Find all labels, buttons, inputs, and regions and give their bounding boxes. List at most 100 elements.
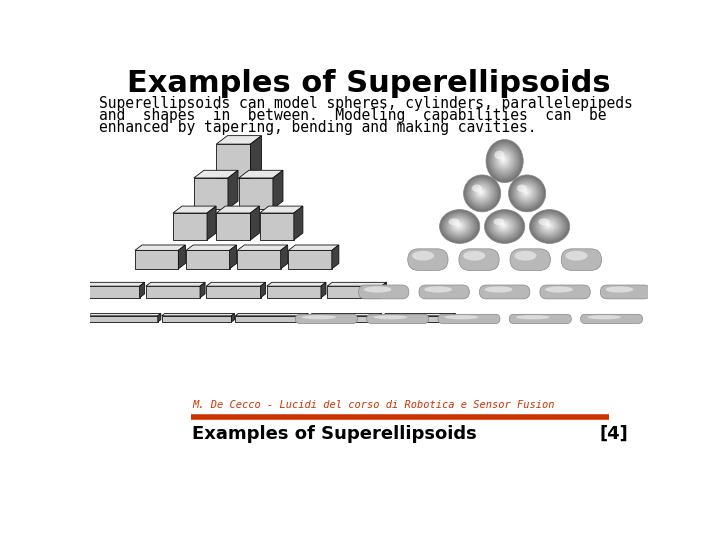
Ellipse shape — [463, 251, 485, 261]
Ellipse shape — [469, 180, 495, 206]
Ellipse shape — [508, 175, 546, 212]
Polygon shape — [14, 314, 87, 316]
Ellipse shape — [503, 158, 504, 160]
Ellipse shape — [547, 225, 549, 226]
Ellipse shape — [501, 224, 505, 227]
Ellipse shape — [517, 185, 527, 192]
Polygon shape — [309, 316, 379, 322]
Polygon shape — [235, 314, 308, 316]
Ellipse shape — [472, 184, 491, 202]
Ellipse shape — [474, 186, 487, 199]
Text: M. De Cecco - Lucidi del corso di Robotica e Sensor Fusion: M. De Cecco - Lucidi del corso di Roboti… — [192, 400, 555, 410]
Ellipse shape — [658, 315, 693, 319]
Ellipse shape — [513, 179, 541, 207]
Ellipse shape — [490, 144, 519, 178]
Text: Examples of Superellipsoids: Examples of Superellipsoids — [127, 69, 611, 98]
FancyBboxPatch shape — [438, 314, 500, 323]
Polygon shape — [305, 314, 308, 322]
FancyBboxPatch shape — [510, 249, 550, 271]
Ellipse shape — [487, 212, 521, 241]
Text: Superellipsoids can model spheres, cylinders, parallelepipeds: Superellipsoids can model spheres, cylin… — [99, 96, 633, 111]
Polygon shape — [239, 178, 273, 209]
Ellipse shape — [495, 218, 513, 233]
Ellipse shape — [491, 215, 517, 237]
Polygon shape — [145, 282, 205, 286]
Polygon shape — [158, 314, 161, 322]
FancyBboxPatch shape — [408, 249, 448, 271]
Ellipse shape — [512, 178, 541, 208]
Ellipse shape — [497, 220, 510, 232]
Ellipse shape — [500, 222, 508, 229]
Ellipse shape — [518, 184, 535, 201]
Ellipse shape — [490, 214, 518, 238]
Polygon shape — [216, 213, 251, 240]
Ellipse shape — [529, 210, 570, 244]
Polygon shape — [260, 213, 294, 240]
Polygon shape — [266, 286, 321, 298]
Text: and  shapes  in  between.  Modeling  capabilities  can  be: and shapes in between. Modeling capabili… — [99, 108, 607, 123]
Ellipse shape — [521, 187, 531, 198]
Ellipse shape — [364, 286, 392, 293]
Ellipse shape — [495, 219, 512, 233]
Ellipse shape — [565, 251, 588, 261]
Ellipse shape — [488, 213, 521, 240]
Ellipse shape — [516, 315, 550, 319]
FancyBboxPatch shape — [366, 314, 428, 323]
Ellipse shape — [500, 223, 506, 228]
Ellipse shape — [493, 217, 515, 235]
Ellipse shape — [467, 178, 497, 208]
Ellipse shape — [447, 216, 471, 236]
Ellipse shape — [441, 211, 479, 242]
Ellipse shape — [494, 218, 514, 234]
Ellipse shape — [498, 220, 510, 231]
Polygon shape — [327, 286, 382, 298]
Ellipse shape — [524, 190, 528, 194]
Ellipse shape — [455, 223, 462, 228]
Polygon shape — [266, 282, 326, 286]
Polygon shape — [140, 282, 145, 298]
Ellipse shape — [472, 185, 482, 192]
Ellipse shape — [544, 222, 552, 229]
Ellipse shape — [444, 213, 474, 239]
Ellipse shape — [511, 178, 543, 209]
Ellipse shape — [523, 190, 528, 195]
Ellipse shape — [545, 223, 552, 228]
Ellipse shape — [449, 218, 469, 234]
Polygon shape — [162, 314, 235, 316]
Ellipse shape — [474, 185, 489, 200]
Ellipse shape — [522, 188, 530, 196]
Ellipse shape — [516, 183, 536, 203]
Ellipse shape — [534, 213, 564, 239]
Ellipse shape — [480, 191, 482, 193]
Ellipse shape — [470, 182, 492, 204]
Ellipse shape — [492, 146, 516, 174]
Ellipse shape — [521, 188, 531, 197]
FancyBboxPatch shape — [295, 314, 357, 323]
Ellipse shape — [500, 156, 507, 164]
Polygon shape — [235, 316, 305, 322]
Ellipse shape — [449, 218, 459, 225]
Ellipse shape — [495, 151, 512, 170]
Ellipse shape — [478, 190, 484, 195]
Ellipse shape — [485, 210, 525, 244]
Polygon shape — [230, 245, 237, 269]
Ellipse shape — [510, 177, 544, 210]
Ellipse shape — [494, 148, 514, 172]
Ellipse shape — [533, 213, 565, 240]
Ellipse shape — [509, 176, 545, 211]
Ellipse shape — [545, 286, 573, 293]
Polygon shape — [228, 170, 238, 209]
Polygon shape — [179, 245, 186, 269]
Polygon shape — [186, 251, 230, 269]
Polygon shape — [238, 245, 288, 251]
Polygon shape — [281, 245, 288, 269]
Polygon shape — [88, 316, 158, 322]
Ellipse shape — [538, 217, 560, 235]
Polygon shape — [251, 136, 261, 178]
Polygon shape — [216, 136, 261, 144]
Polygon shape — [86, 282, 145, 286]
Ellipse shape — [472, 183, 492, 203]
Text: enhanced by tapering, bending and making cavities.: enhanced by tapering, bending and making… — [99, 120, 537, 135]
Polygon shape — [382, 282, 387, 298]
Text: [4]: [4] — [600, 425, 629, 443]
